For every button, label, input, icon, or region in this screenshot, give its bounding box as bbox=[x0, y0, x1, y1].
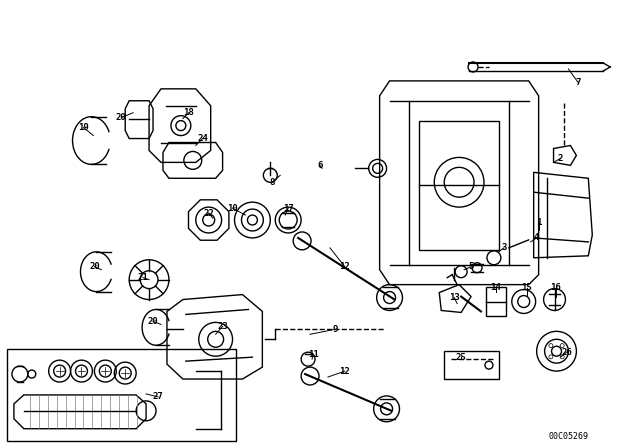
Bar bbox=[444, 351, 499, 379]
Bar bbox=[486, 287, 506, 316]
Text: 20: 20 bbox=[148, 317, 159, 326]
Text: 20: 20 bbox=[89, 262, 100, 271]
Text: 18: 18 bbox=[184, 108, 194, 117]
Text: 17: 17 bbox=[283, 203, 294, 213]
Text: 16: 16 bbox=[550, 283, 561, 292]
Text: 19: 19 bbox=[78, 123, 89, 132]
Text: 11: 11 bbox=[308, 350, 319, 359]
Text: 12: 12 bbox=[339, 262, 350, 271]
Text: 20: 20 bbox=[116, 113, 127, 122]
Text: 21: 21 bbox=[138, 273, 148, 282]
Text: 6: 6 bbox=[317, 161, 323, 170]
Text: 14: 14 bbox=[490, 283, 501, 292]
Bar bbox=[419, 121, 499, 250]
Text: 12: 12 bbox=[339, 366, 350, 375]
Text: 9: 9 bbox=[332, 325, 337, 334]
Text: 15: 15 bbox=[522, 283, 532, 292]
Text: 10: 10 bbox=[227, 203, 238, 213]
Text: 13: 13 bbox=[449, 293, 460, 302]
Text: 2: 2 bbox=[558, 154, 563, 163]
Text: 3: 3 bbox=[501, 243, 506, 252]
Text: 25: 25 bbox=[456, 353, 467, 362]
Text: 26: 26 bbox=[561, 348, 572, 357]
Text: 00C05269: 00C05269 bbox=[548, 432, 588, 441]
Text: 5: 5 bbox=[468, 262, 474, 271]
Text: 8: 8 bbox=[269, 178, 275, 187]
Text: 23: 23 bbox=[217, 322, 228, 331]
Text: 1: 1 bbox=[536, 218, 541, 227]
Text: 7: 7 bbox=[576, 78, 581, 87]
Bar bbox=[7, 349, 236, 441]
Text: 4: 4 bbox=[534, 233, 540, 242]
Text: 24: 24 bbox=[197, 134, 208, 143]
Text: 22: 22 bbox=[204, 209, 214, 218]
Text: 27: 27 bbox=[152, 392, 163, 401]
